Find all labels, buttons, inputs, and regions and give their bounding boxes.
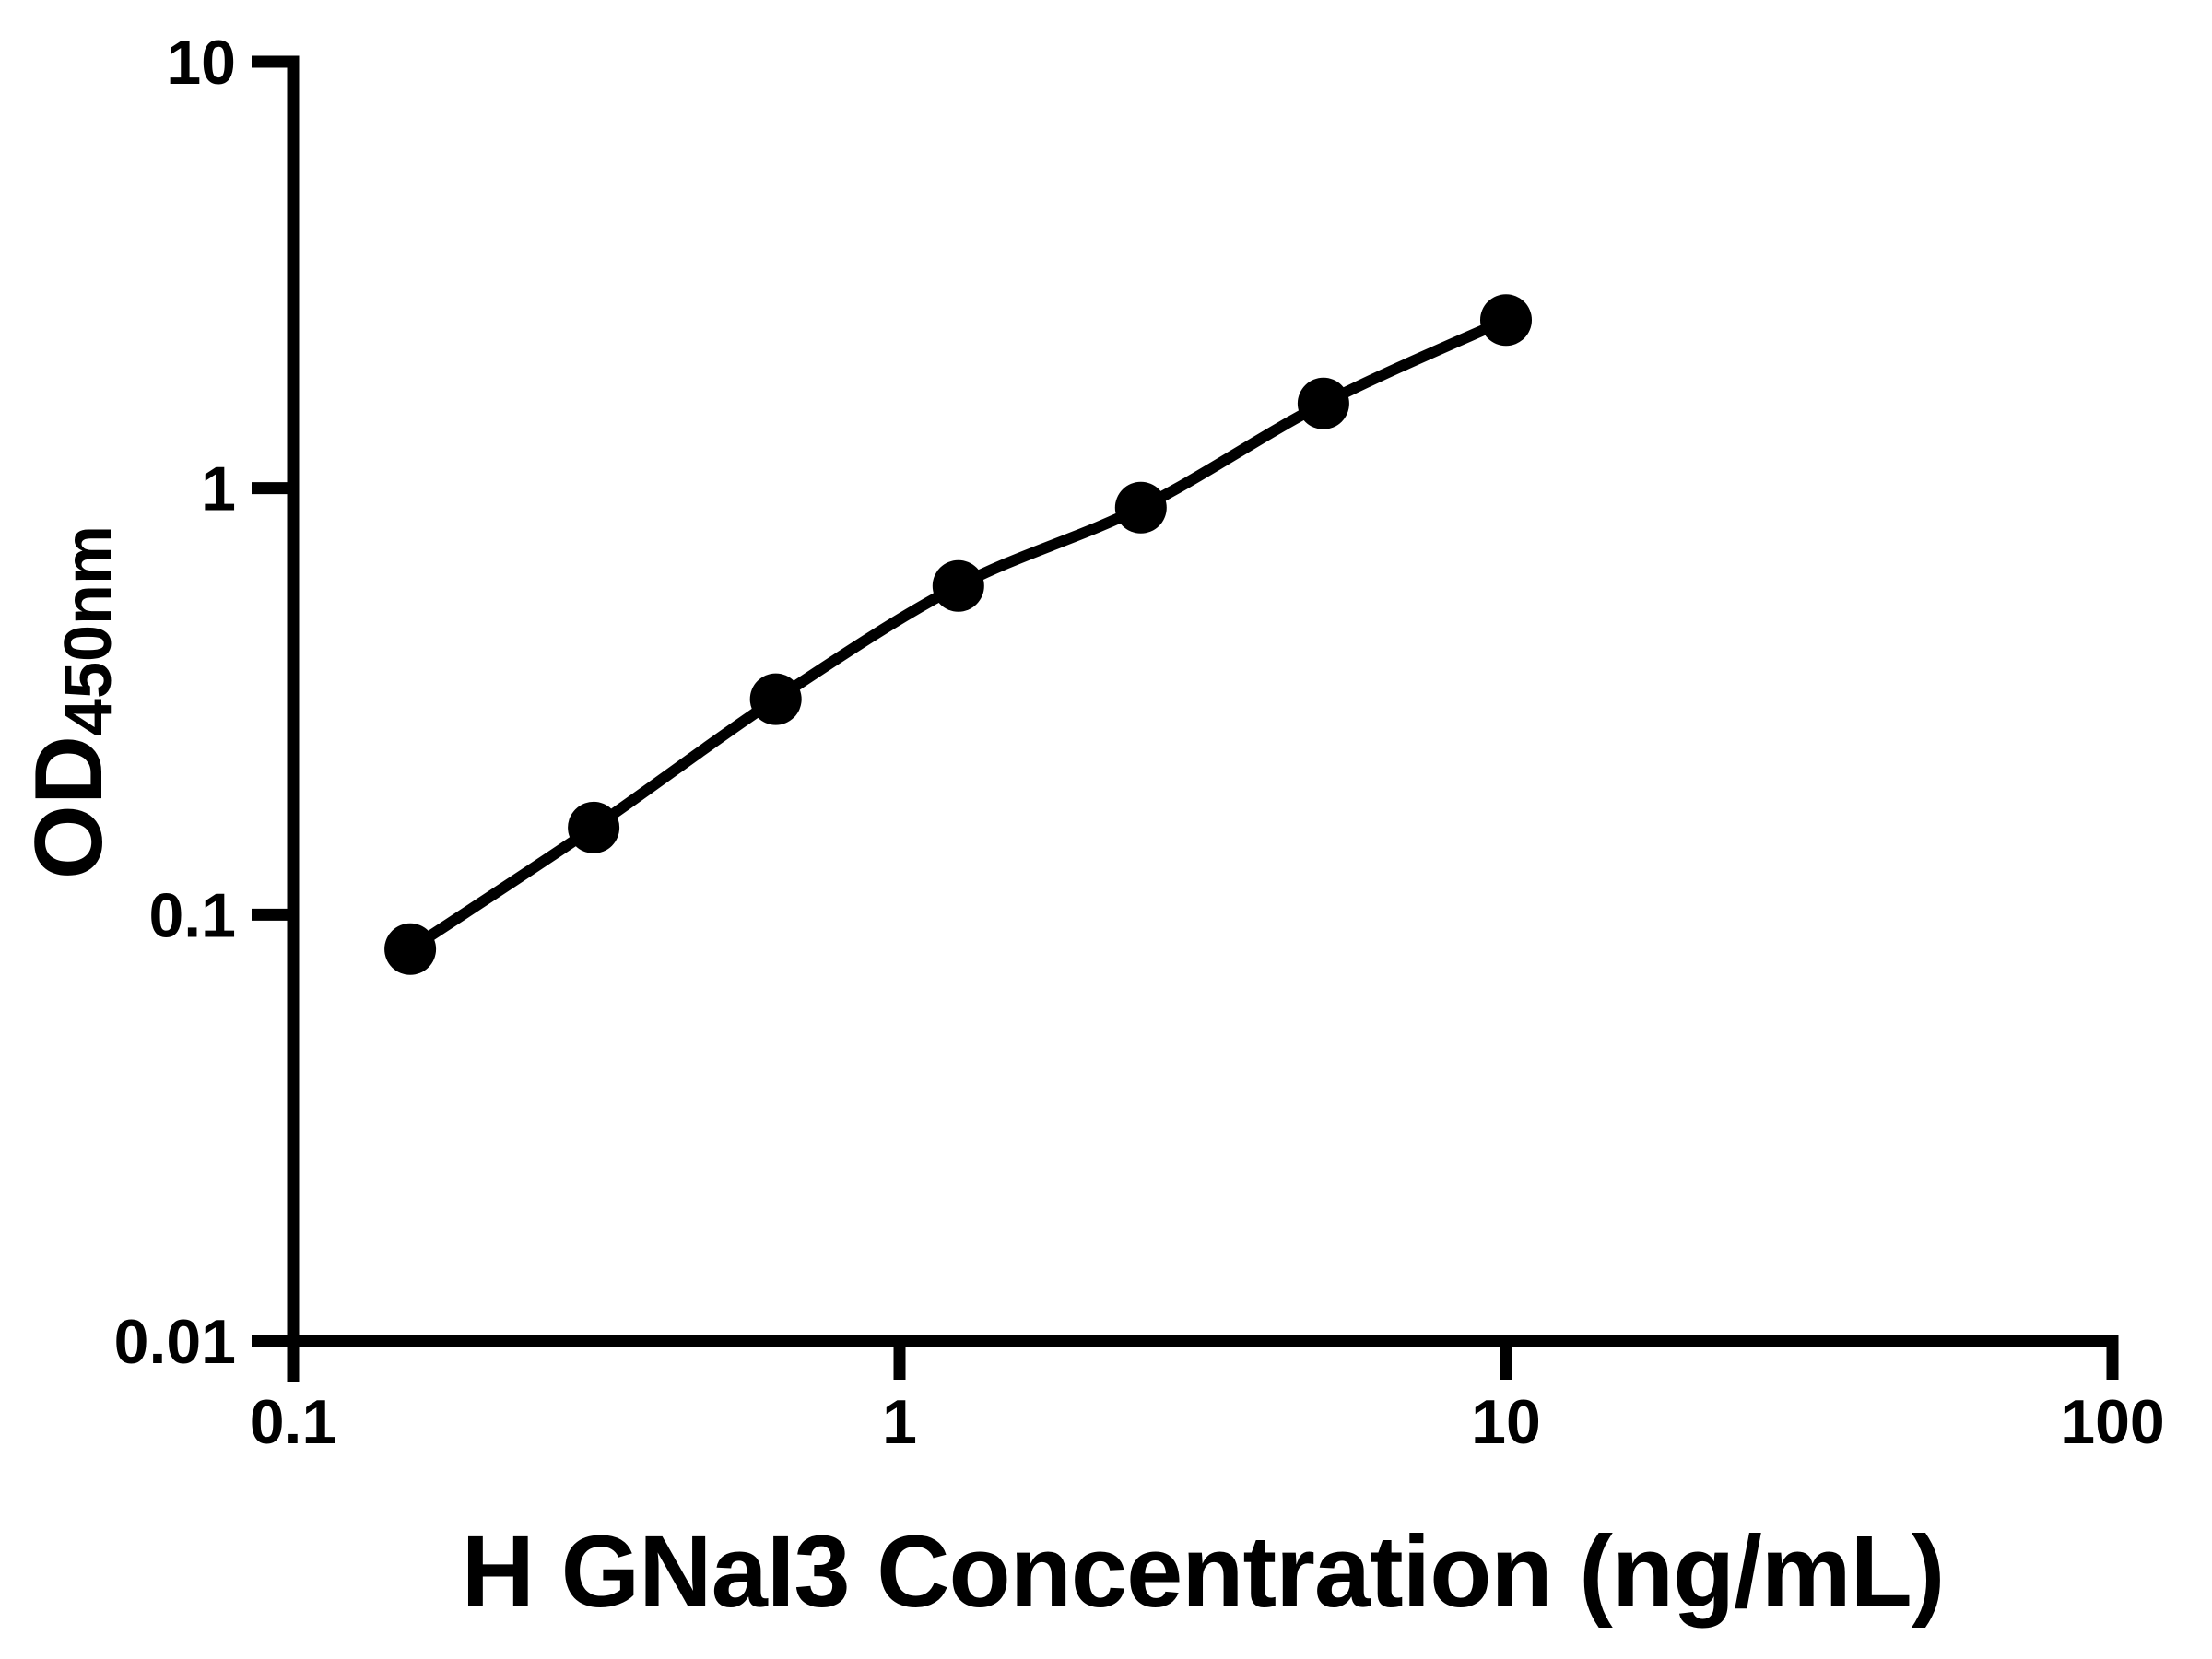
y-tick-label: 0.01 (114, 1307, 236, 1377)
x-tick-label: 1 (882, 1387, 917, 1457)
x-axis-title: H GNaI3 Concentration (ng/mL) (461, 1515, 1946, 1629)
data-point-marker (384, 923, 437, 975)
y-tick-label: 1 (201, 454, 236, 524)
data-point-marker (1114, 481, 1167, 534)
x-tick-label: 0.1 (250, 1387, 337, 1457)
data-point-marker (932, 559, 984, 612)
y-tick-label: 0.1 (148, 880, 236, 950)
y-tick-label: 10 (166, 28, 236, 98)
data-point-marker (1297, 377, 1349, 429)
y-axis-title-subscript: 450nm (52, 524, 125, 736)
data-point-marker (1480, 294, 1532, 347)
y-axis-title-main: OD (16, 735, 123, 880)
x-tick-label: 100 (2060, 1387, 2164, 1457)
data-point-marker (568, 801, 620, 853)
data-point-marker (749, 673, 802, 725)
y-axis-title: OD450nm (9, 423, 129, 982)
x-tick-label: 10 (1471, 1387, 1541, 1457)
